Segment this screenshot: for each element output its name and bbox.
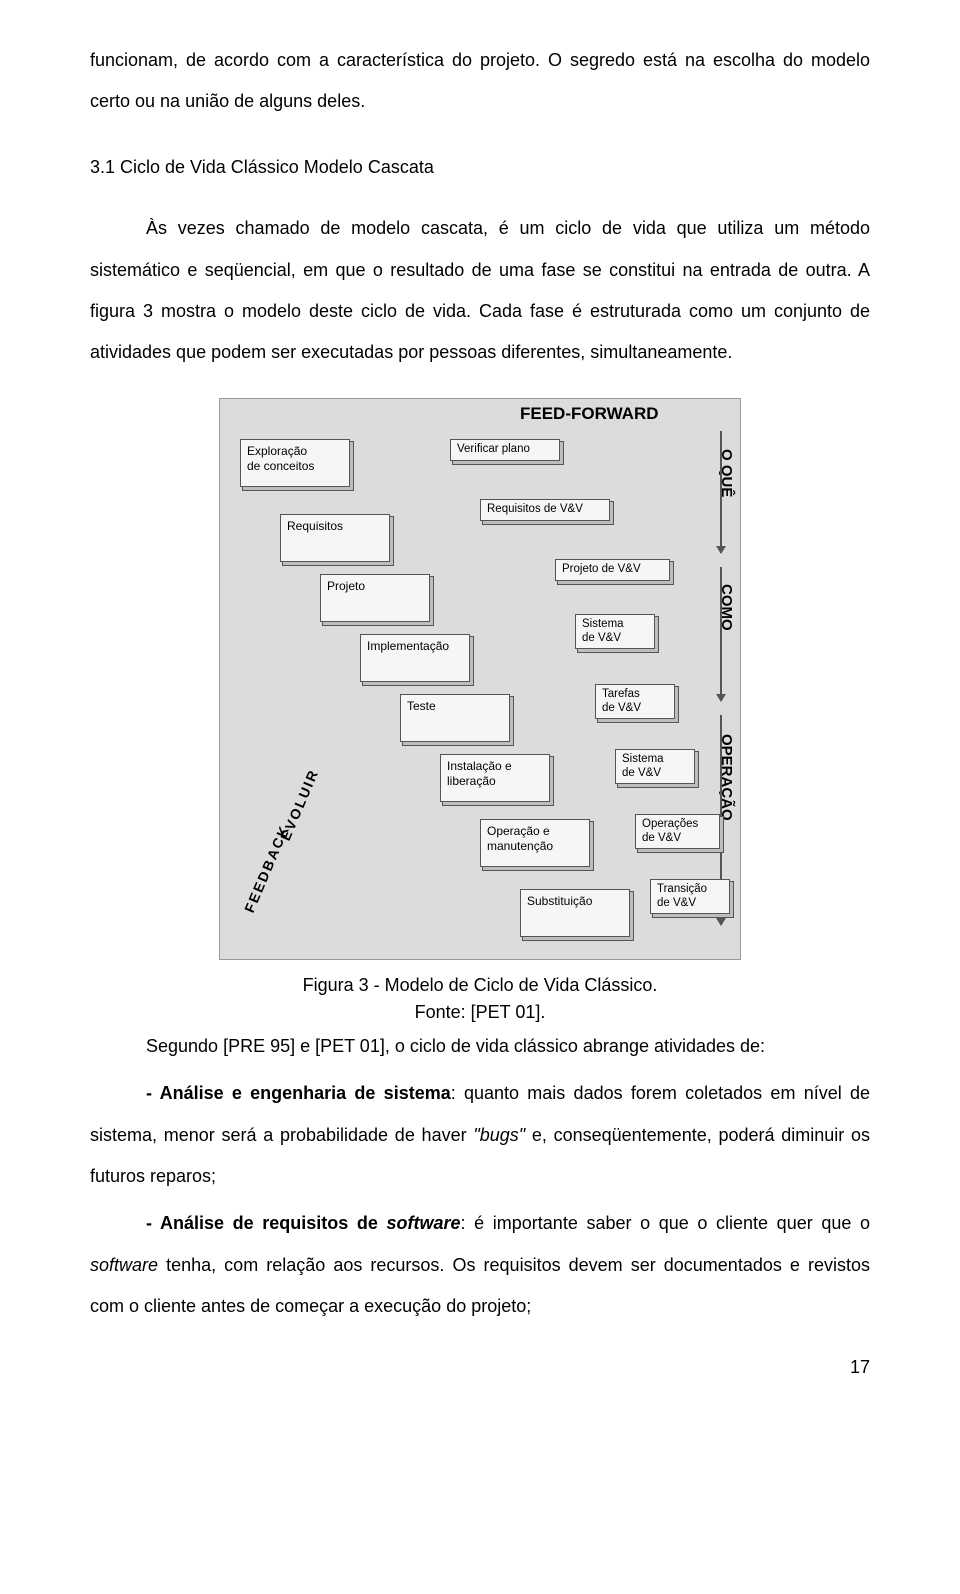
figure-3-waterfall: FEED-FORWARD O QUÊCOMOOPERAÇÃOEVOLUIRFEE… xyxy=(219,398,741,960)
fig-stage-box: Implementação xyxy=(360,634,470,682)
bullet-2-text-a: : é importante saber o que o cliente que… xyxy=(461,1213,870,1233)
bullet-analise-sistema: - Análise e engenharia de sistema: quant… xyxy=(90,1073,870,1197)
para-intro: funcionam, de acordo com a característic… xyxy=(90,40,870,123)
bullet-analise-requisitos: - Análise de requisitos de software: é i… xyxy=(90,1203,870,1327)
fig-vv-box: Operações de V&V xyxy=(635,814,720,850)
fig-stage-box: Substituição xyxy=(520,889,630,937)
fig-stage-box: Projeto xyxy=(320,574,430,622)
para-cascata: Às vezes chamado de modelo cascata, é um… xyxy=(90,208,870,374)
bullet-1-italic: "bugs" xyxy=(473,1125,525,1145)
fig-stage-box: Exploração de conceitos xyxy=(240,439,350,487)
fig-stage-box: Requisitos xyxy=(280,514,390,562)
bullet-2-bold: - Análise de requisitos de software xyxy=(146,1213,461,1233)
fig-vv-box: Sistema de V&V xyxy=(615,749,695,785)
fig-vv-box: Verificar plano xyxy=(450,439,560,461)
figure-caption: Figura 3 - Modelo de Ciclo de Vida Cláss… xyxy=(90,972,870,1026)
fig-arrow-down xyxy=(720,567,722,701)
fig-arrow-down xyxy=(720,431,722,553)
figure-caption-line1: Figura 3 - Modelo de Ciclo de Vida Cláss… xyxy=(303,975,658,995)
page-number: 17 xyxy=(90,1347,870,1388)
fig-vv-box: Tarefas de V&V xyxy=(595,684,675,720)
bullet-2-italic: software xyxy=(90,1255,158,1275)
fig-diag-label: FEEDBACK xyxy=(242,822,292,914)
fig-stage-box: Operação e manutenção xyxy=(480,819,590,867)
figure-caption-line2: Fonte: [PET 01]. xyxy=(415,1002,546,1022)
fig-stage-box: Teste xyxy=(400,694,510,742)
fig-stage-box: Instalação e liberação xyxy=(440,754,550,802)
para-segundo: Segundo [PRE 95] e [PET 01], o ciclo de … xyxy=(90,1026,870,1067)
bullet-2-text-b: tenha, com relação aos recursos. Os requ… xyxy=(90,1255,870,1316)
heading-3-1: 3.1 Ciclo de Vida Clássico Modelo Cascat… xyxy=(90,147,870,188)
fig-top-label: FEED-FORWARD xyxy=(520,405,659,422)
fig-vv-box: Requisitos de V&V xyxy=(480,499,610,521)
fig-vv-box: Sistema de V&V xyxy=(575,614,655,650)
fig-vv-box: Transição de V&V xyxy=(650,879,730,915)
bullet-2-bold-it: software xyxy=(387,1213,461,1233)
fig-vv-box: Projeto de V&V xyxy=(555,559,670,581)
bullet-1-bold: - Análise e engenharia de sistema xyxy=(146,1083,451,1103)
bullet-2-bold-a: - Análise de requisitos de xyxy=(146,1213,387,1233)
